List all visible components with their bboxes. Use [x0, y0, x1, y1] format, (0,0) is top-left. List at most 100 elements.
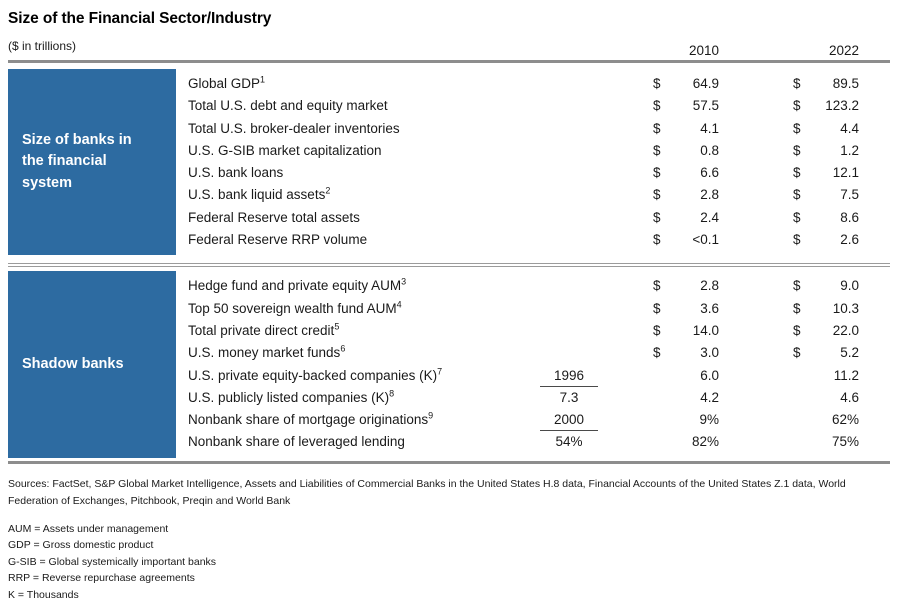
mid-column-value: [540, 140, 598, 162]
dollar-sign-2010: $: [653, 300, 661, 316]
value-2022: 62%: [793, 409, 859, 431]
table-row: U.S. bank loans $ 6.6 $ 12.1: [176, 162, 890, 184]
amount-2010: 2.8: [700, 278, 719, 294]
amount-2010: 9%: [699, 412, 719, 428]
value-2022: $ 9.0: [793, 275, 859, 297]
dollar-sign-2010: $: [653, 232, 661, 248]
table-row: Federal Reserve total assets $ 2.4 $ 8.6: [176, 207, 890, 229]
value-2010: $ 3.0: [653, 342, 719, 364]
amount-2022: 123.2: [825, 98, 859, 114]
row-label: Top 50 sovereign wealth fund AUM4: [188, 299, 402, 316]
mid-column-value: [540, 275, 598, 297]
mid-column-value: [540, 118, 598, 140]
table-row: Global GDP1 $ 64.9 $ 89.5: [176, 73, 890, 95]
value-2010: $ 57.5: [653, 95, 719, 117]
row-label: U.S. publicly listed companies (K)8: [188, 388, 395, 405]
bottom-rule: [8, 460, 890, 464]
dollar-sign-2010: $: [653, 278, 661, 294]
row-label: Nonbank share of mortgage originations9: [188, 410, 434, 428]
value-2022: 4.6: [793, 387, 859, 409]
mid-column-value: [540, 320, 598, 342]
dollar-sign-2022: $: [793, 120, 801, 136]
amount-2022: 89.5: [832, 76, 859, 91]
sources-note: Sources: FactSet, S&P Global Market Inte…: [8, 477, 846, 507]
footnote-marker: 3: [401, 276, 407, 287]
value-2010: $ 3.6: [653, 298, 719, 320]
year-label-2022: 2022: [828, 43, 859, 58]
dollar-sign-2010: $: [653, 209, 661, 225]
row-label: Federal Reserve RRP volume: [188, 232, 368, 248]
mid-column-value: [540, 73, 598, 95]
dollar-sign-2022: $: [793, 232, 801, 248]
mid-column-value: [540, 95, 598, 117]
abbreviation-item: RRP = Reverse repurchase agreements: [8, 572, 195, 585]
amount-2022: 9.0: [840, 278, 859, 294]
amount-2010: 6.0: [700, 367, 719, 383]
row-label: Total private direct credit5: [188, 321, 340, 338]
table-row: Total U.S. debt and equity market $ 57.5…: [176, 95, 890, 117]
dollar-sign-2022: $: [793, 300, 801, 316]
dollar-sign-2010: $: [653, 187, 661, 203]
table-row: U.S. publicly listed companies (K)8 7.3 …: [176, 387, 890, 409]
top-rule: [8, 60, 890, 63]
value-2022: $ 4.4: [793, 118, 859, 140]
dollar-sign-2022: $: [793, 209, 801, 225]
table-row: Top 50 sovereign wealth fund AUM4 $ 3.6 …: [176, 298, 890, 320]
mid-column-value: [540, 342, 598, 364]
amount-2022: 75%: [831, 434, 859, 450]
row-label: U.S. bank liquid assets2: [188, 185, 331, 203]
mid-column-value: 7.3: [559, 389, 579, 405]
dollar-sign-2010: $: [653, 120, 661, 136]
mid-column-value: [540, 229, 598, 251]
amount-2010: 6.6: [700, 165, 719, 181]
value-2010: 6.0: [653, 365, 719, 387]
amount-2022: 11.2: [833, 367, 859, 383]
amount-2010: 4.1: [700, 120, 719, 136]
dollar-sign-2022: $: [793, 76, 801, 91]
dollar-sign-2010: $: [653, 345, 661, 361]
section-rows: Hedge fund and private equity AUM3 $ 2.8…: [176, 271, 890, 457]
abbreviation-item: GDP = Gross domestic product: [8, 539, 154, 552]
value-2010: $ 2.8: [653, 184, 719, 206]
table-row: Total private direct credit5 $ 14.0 $ 22…: [176, 320, 890, 342]
row-label: U.S. G-SIB market capitalization: [188, 142, 382, 158]
section-label: Shadow banks: [8, 271, 176, 458]
value-2022: $ 2.6: [793, 229, 859, 251]
amount-2010: 64.9: [692, 76, 719, 91]
table-row: Nonbank share of mortgage originations9 …: [176, 409, 890, 432]
subtitle-cell: ($ in trillions): [8, 39, 540, 58]
amount-2010: 14.0: [692, 322, 719, 338]
table-row: Nonbank share of leveraged lending 54% 8…: [176, 431, 890, 453]
section-divider: [8, 263, 890, 268]
amount-2022: 8.6: [840, 209, 859, 225]
amount-2022: 10.3: [832, 300, 859, 316]
value-2022: $ 5.2: [793, 342, 859, 364]
figure-title: Size of the Financial Sector/Industry: [8, 10, 272, 27]
footnote-marker: 2: [325, 185, 331, 196]
table-section: Shadow banks Hedge fund and private equi…: [8, 271, 890, 458]
amount-2022: 4.6: [840, 389, 859, 405]
value-2022: $ 7.5: [793, 184, 859, 206]
table-row: U.S. G-SIB market capitalization $ 0.8 $…: [176, 140, 890, 162]
value-2010: $ 2.4: [653, 207, 719, 229]
dollar-sign-2022: $: [793, 345, 801, 361]
footnote-marker: 6: [340, 343, 346, 354]
dollar-sign-2022: $: [793, 165, 801, 181]
footnote-marker: 5: [334, 321, 340, 332]
table-row: U.S. money market funds6 $ 3.0 $ 5.2: [176, 342, 890, 364]
value-2022: $ 12.1: [793, 162, 859, 184]
table-row: Total U.S. broker-dealer inventories $ 4…: [176, 118, 890, 140]
table-body: Size of banks in the financial system Gl…: [8, 69, 890, 458]
mid-column-value: [540, 184, 598, 206]
value-2010: $ 6.6: [653, 162, 719, 184]
row-label: Global GDP1: [188, 74, 266, 91]
footnote-marker: 1: [260, 74, 266, 85]
mid-column-value: 2000: [540, 409, 598, 432]
footnote-marker: 8: [389, 388, 395, 399]
section-rows: Global GDP1 $ 64.9 $ 89.5 Total U.S. deb…: [176, 69, 890, 255]
row-label: U.S. money market funds6: [188, 343, 346, 361]
row-label: Total U.S. debt and equity market: [188, 98, 388, 114]
abbreviation-item: K = Thousands: [8, 588, 79, 601]
amount-2022: 2.6: [840, 232, 859, 248]
